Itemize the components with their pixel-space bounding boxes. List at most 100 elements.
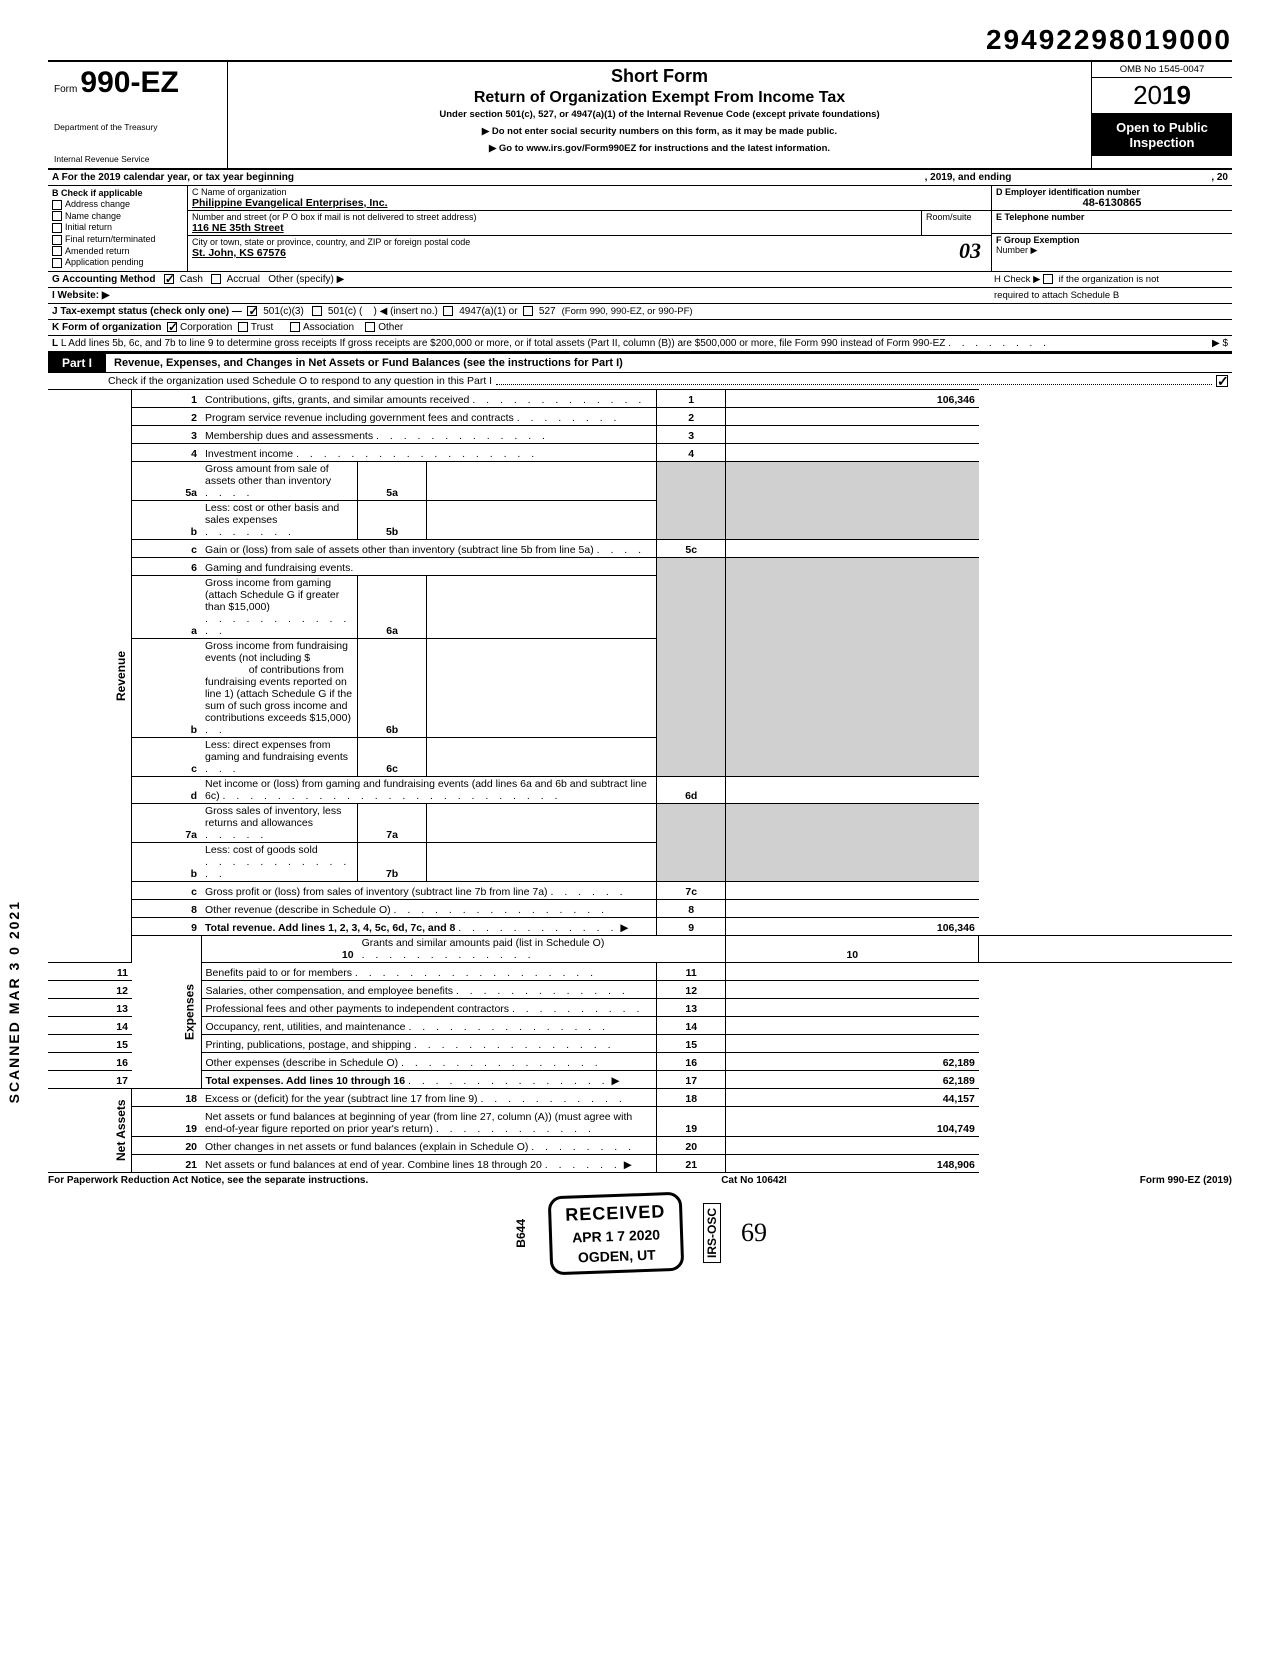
line-14: 14Occupancy, rent, utilities, and mainte… [48,1016,1232,1034]
cat-no: Cat No 10642I [721,1175,787,1186]
org-name: Philippine Evangelical Enterprises, Inc. [192,197,987,209]
line-21: 21Net assets or fund balances at end of … [48,1154,1232,1172]
line-7b: bLess: cost of goods sold . . . . . . . … [48,842,1232,881]
g-label: G Accounting Method [52,274,156,285]
open-line2: Inspection [1094,135,1230,150]
chk-schedule-o[interactable] [1216,375,1228,387]
part1-header: Part I Revenue, Expenses, and Changes in… [48,352,1232,373]
e-label: E Telephone number [996,212,1228,222]
part1-sub: Check if the organization used Schedule … [48,373,1232,389]
dept-treasury: Department of the Treasury [54,122,221,132]
received-text: RECEIVED [565,1201,666,1225]
line-18: Net Assets 18Excess or (deficit) for the… [48,1088,1232,1106]
ssn-warning: ▶ Do not enter social security numbers o… [234,126,1085,137]
part1-title: Revenue, Expenses, and Changes in Net As… [106,357,1232,369]
g-cash: Cash [180,274,203,285]
chk-corp[interactable] [167,322,177,332]
line-4: 4Investment income . . . . . . . . . . .… [48,443,1232,461]
row-a-mid: , 2019, and ending [925,172,1012,183]
b644-stamp: B644 [513,1215,529,1252]
line-5b: bLess: cost or other basis and sales exp… [48,500,1232,539]
row-a: A For the 2019 calendar year, or tax yea… [48,170,1232,186]
dln-number: 29492298019000 [48,24,1232,56]
chk-amended-return[interactable]: Amended return [52,246,183,257]
row-k: K Form of organization Corporation Trust… [48,320,1232,336]
line-5c: cGain or (loss) from sale of assets othe… [48,539,1232,557]
line-6d: dNet income or (loss) from gaming and fu… [48,776,1232,803]
f-label2: Number ▶ [996,245,1037,255]
col-b: B Check if applicable Address change Nam… [48,186,188,271]
part1-tab: Part I [48,354,106,372]
line-17: 17Total expenses. Add lines 10 through 1… [48,1070,1232,1088]
side-revenue: Revenue [48,389,132,962]
line-20: 20Other changes in net assets or fund ba… [48,1136,1232,1154]
received-stamp: RECEIVED APR 1 7 2020 OGDEN, UT [548,1191,685,1275]
row-l: L L Add lines 5b, 6c, and 7b to line 9 t… [48,336,1232,352]
c-label: C Name of organization [192,187,987,197]
form-foot: Form 990-EZ (2019) [1140,1175,1232,1186]
line-7a: 7aGross sales of inventory, less returns… [48,803,1232,842]
side-net-assets: Net Assets [48,1088,132,1172]
line-3: 3Membership dues and assessments . . . .… [48,425,1232,443]
l-text: L Add lines 5b, 6c, and 7b to line 9 to … [61,338,946,349]
city-state-zip: St. John, KS 67576 [192,247,987,259]
handwritten-69: 69 [741,1218,767,1248]
d-label: D Employer identification number [996,187,1228,197]
stamps: B644 RECEIVED APR 1 7 2020 OGDEN, UT IRS… [48,1194,1232,1273]
chk-501c3[interactable] [247,306,257,316]
row-a-start: A For the 2019 calendar year, or tax yea… [52,172,294,183]
paperwork-notice: For Paperwork Reduction Act Notice, see … [48,1175,368,1186]
line-16: 16Other expenses (describe in Schedule O… [48,1052,1232,1070]
chk-final-return[interactable]: Final return/terminated [52,234,183,245]
line-6b: b Gross income from fundraising events (… [48,638,1232,737]
line-5a: 5aGross amount from sale of assets other… [48,461,1232,500]
chk-assoc[interactable] [290,322,300,332]
form-prefix: Form [54,84,77,95]
col-right: D Employer identification number 48-6130… [992,186,1232,271]
g-other: Other (specify) ▶ [268,274,344,285]
chk-cash[interactable] [164,274,174,284]
chk-501c[interactable] [312,306,322,316]
line-19: 19Net assets or fund balances at beginni… [48,1106,1232,1136]
g-accrual: Accrual [227,274,260,285]
addr-label: Number and street (or P O box if mail is… [192,212,917,222]
chk-name-change[interactable]: Name change [52,211,183,222]
short-form-title: Short Form [234,66,1085,87]
part1-sub-text: Check if the organization used Schedule … [108,375,492,387]
year-bold: 19 [1162,80,1191,110]
chk-initial-return[interactable]: Initial return [52,222,183,233]
form-number: 990-EZ [80,66,178,99]
k-label: K Form of organization [52,322,161,333]
open-to-public: Open to Public Inspection [1092,114,1232,156]
col-c: C Name of organization Philippine Evange… [188,186,992,271]
chk-527[interactable] [523,306,533,316]
street-address: 116 NE 35th Street [192,222,917,234]
scanned-stamp: SCANNED MAR 3 0 2021 [6,900,22,1103]
line-10: Expenses 10Grants and similar amounts pa… [48,935,1232,962]
chk-application-pending[interactable]: Application pending [52,257,183,268]
chk-trust[interactable] [238,322,248,332]
entity-block: B Check if applicable Address change Nam… [48,186,1232,272]
year-prefix: 20 [1133,80,1162,110]
line-6c: cLess: direct expenses from gaming and f… [48,737,1232,776]
i-label: I Website: ▶ [52,290,110,301]
goto-line: ▶ Go to www.irs.gov/Form990EZ for instru… [234,143,1085,154]
footer-row: For Paperwork Reduction Act Notice, see … [48,1173,1232,1186]
line-9: 9Total revenue. Add lines 1, 2, 3, 4, 5c… [48,917,1232,935]
line-8: 8Other revenue (describe in Schedule O) … [48,899,1232,917]
chk-accrual[interactable] [211,274,221,284]
ein: 48-6130865 [996,197,1228,209]
chk-4947[interactable] [443,306,453,316]
irs-osc-stamp: IRS-OSC [703,1203,721,1263]
chk-h[interactable] [1043,274,1053,284]
lines-table: Revenue 1 Contributions, gifts, grants, … [48,389,1232,1173]
return-title: Return of Organization Exempt From Incom… [234,89,1085,107]
line-11: 11Benefits paid to or for members . . . … [48,962,1232,980]
omb-number: OMB No 1545-0047 [1092,62,1232,78]
line-13: 13Professional fees and other payments t… [48,998,1232,1016]
dept-irs: Internal Revenue Service [54,154,221,164]
chk-address-change[interactable]: Address change [52,199,183,210]
j-label: J Tax-exempt status (check only one) — [52,306,242,317]
chk-other[interactable] [365,322,375,332]
side-expenses: Expenses [132,935,201,1088]
